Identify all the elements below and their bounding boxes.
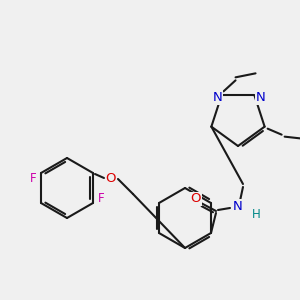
Text: N: N bbox=[256, 91, 265, 104]
Text: N: N bbox=[213, 91, 222, 104]
Text: O: O bbox=[191, 193, 201, 206]
Text: F: F bbox=[98, 191, 104, 205]
Text: O: O bbox=[106, 172, 116, 184]
Text: F: F bbox=[30, 172, 36, 184]
Text: N: N bbox=[233, 200, 243, 212]
Text: H: H bbox=[252, 208, 260, 220]
